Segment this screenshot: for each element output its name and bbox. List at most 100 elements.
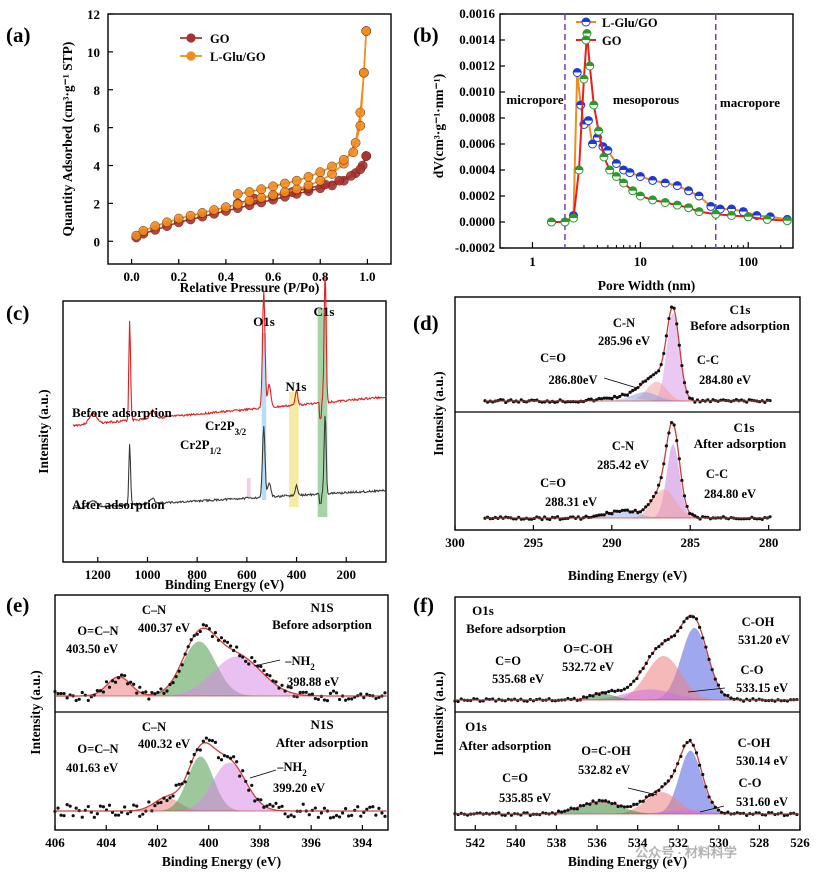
data-point	[277, 805, 281, 810]
y-axis-label: Intensity (a.u.)	[36, 389, 51, 473]
data-point	[174, 674, 178, 679]
data-point	[71, 814, 75, 818]
data-point	[638, 510, 643, 514]
x-tick-label: 538	[547, 835, 567, 850]
data-point	[65, 696, 69, 700]
component-name: O=C–N	[77, 742, 118, 756]
data-point	[83, 693, 87, 697]
data-point	[469, 698, 473, 703]
data-point	[98, 804, 103, 808]
component-value: 285.42 eV	[597, 458, 649, 472]
data-point	[235, 760, 239, 764]
peak-label: Cr2P3/2	[205, 418, 247, 437]
axes-frame	[454, 596, 801, 831]
data-point	[694, 751, 699, 755]
y-tick-label: 6	[94, 121, 101, 136]
data-point	[660, 642, 664, 646]
data-point	[641, 380, 645, 384]
data-point-half	[588, 140, 597, 144]
data-point	[677, 343, 681, 347]
y-axis-label: Quantity Adsorbed (cm³·g⁻¹ STP)	[60, 42, 75, 237]
data-point	[459, 811, 463, 816]
data-point	[289, 686, 293, 690]
data-point	[638, 382, 643, 387]
data-point	[657, 788, 661, 793]
data-point	[679, 625, 683, 630]
data-point	[56, 692, 60, 696]
data-point	[110, 679, 115, 683]
data-point	[337, 697, 342, 702]
series-label: After adsorption	[72, 497, 165, 512]
legend-marker	[186, 51, 196, 61]
data-point	[676, 762, 680, 766]
data-point	[698, 763, 702, 767]
component-name: O=C-OH	[581, 744, 631, 758]
data-point-half	[619, 166, 628, 170]
data-point	[377, 806, 381, 810]
component-value: 403.50 eV	[66, 642, 118, 656]
data-point	[654, 371, 658, 375]
data-point	[331, 689, 336, 693]
data-point	[298, 690, 302, 695]
data-point	[638, 670, 642, 674]
data-point	[667, 431, 671, 435]
data-point	[707, 795, 711, 799]
data-point	[748, 698, 752, 703]
data-point	[159, 800, 163, 805]
data-point	[316, 815, 320, 819]
x-tick-label: 540	[506, 835, 526, 850]
data-point	[192, 634, 196, 638]
data-point	[773, 812, 777, 817]
data-point	[701, 636, 705, 640]
data-point	[268, 674, 272, 678]
component-name: C-N	[613, 316, 635, 330]
y-tick-label: 4	[94, 159, 101, 174]
data-point	[632, 802, 636, 806]
x-tick-label: 0.6	[265, 269, 282, 284]
component-name: C=O	[502, 771, 528, 785]
data-point	[295, 695, 299, 699]
data-point	[362, 696, 366, 700]
data-point-L-Glu/GO	[244, 187, 255, 197]
data-point	[763, 698, 768, 703]
data-point	[555, 515, 560, 519]
data-point	[189, 638, 193, 642]
data-point	[591, 799, 595, 803]
data-point	[633, 387, 637, 391]
data-point	[581, 695, 586, 699]
data-point	[767, 698, 771, 703]
data-point	[698, 625, 702, 629]
data-point	[120, 673, 124, 677]
data-point-half	[648, 176, 657, 181]
data-point	[241, 655, 245, 659]
data-point	[569, 806, 573, 810]
data-point	[629, 804, 633, 809]
data-point	[597, 513, 601, 517]
data-point	[588, 693, 592, 698]
data-point	[259, 798, 263, 802]
data-point	[53, 689, 57, 694]
data-point-half	[560, 218, 569, 222]
data-point	[310, 692, 314, 696]
data-point-half	[569, 214, 578, 219]
subplot-title: C1s	[730, 302, 751, 317]
data-point	[615, 396, 619, 400]
data-point	[377, 695, 381, 700]
data-point	[380, 811, 384, 815]
data-point	[165, 798, 169, 803]
data-point	[550, 699, 554, 703]
data-point	[579, 517, 583, 521]
data-point-half	[585, 62, 594, 66]
component-name: C–N	[142, 720, 166, 734]
peak-label: N1s	[286, 379, 307, 394]
component-value: 533.15 eV	[736, 681, 788, 695]
data-point	[101, 805, 106, 809]
data-point	[605, 396, 609, 400]
data-point	[723, 811, 727, 815]
data-point	[656, 483, 661, 487]
data-point	[177, 782, 181, 786]
x-tick-label: 532	[668, 835, 688, 850]
leader-line	[627, 787, 658, 796]
data-point	[123, 805, 127, 809]
data-point	[641, 508, 645, 512]
